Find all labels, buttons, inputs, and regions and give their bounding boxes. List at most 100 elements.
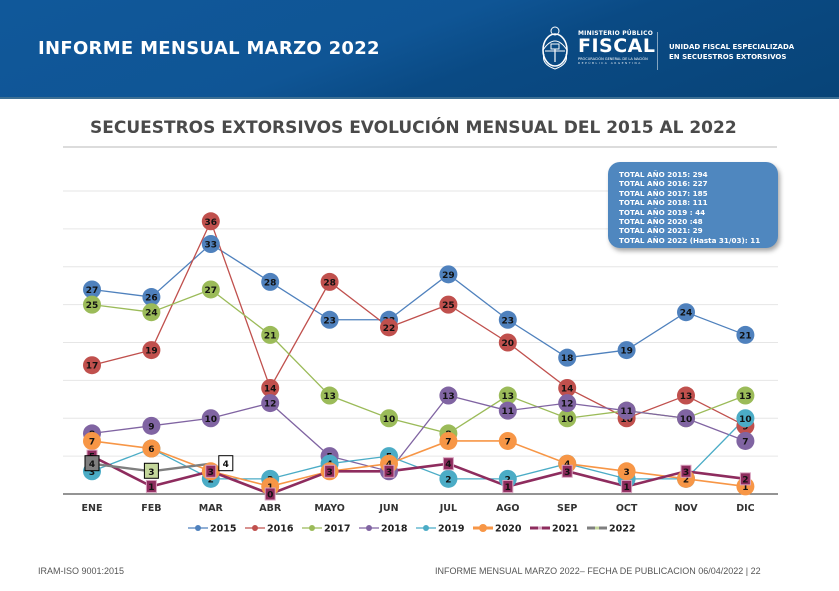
- data-point-2016: [498, 333, 517, 352]
- x-tick-label: OCT: [616, 503, 638, 514]
- data-label-2021: 3: [326, 468, 332, 478]
- series-line-2015: [91, 243, 746, 359]
- data-label-2016: 17: [86, 362, 99, 372]
- data-point-2017: [498, 386, 517, 405]
- data-label-2016: 9: [742, 422, 748, 432]
- data-point-2015: [83, 280, 101, 299]
- total-2019: TOTAL AÑO 2019 : 44: [619, 207, 706, 217]
- x-tick-label: MAYO: [314, 503, 345, 514]
- data-point-2020: [83, 431, 101, 450]
- data-point-2016: [558, 378, 577, 397]
- data-label-2015: 29: [442, 271, 455, 281]
- data-point-2016: [380, 318, 398, 337]
- data-point-2018: [142, 416, 161, 435]
- x-tick-label: MAR: [199, 503, 224, 514]
- total-2020: TOTAL AÑO 2020 :48: [619, 217, 703, 227]
- report-title: INFORME MENSUAL MARZO 2022: [38, 38, 380, 59]
- data-label-2018: 9: [148, 422, 154, 432]
- data-point-2016: [83, 356, 101, 375]
- data-point-2015: [498, 310, 517, 329]
- total-2018: TOTAL AÑO 2018: 111: [619, 198, 708, 208]
- coat-of-arms-icon: [542, 26, 568, 70]
- data-point-2021: [383, 464, 395, 478]
- data-label-2016: 19: [145, 347, 158, 357]
- data-point-2021: [739, 472, 751, 486]
- x-tick-label: SEP: [557, 503, 577, 514]
- data-label-2017: 25: [86, 301, 99, 311]
- data-label-2018: 10: [680, 415, 693, 425]
- x-tick-label: DIC: [736, 503, 754, 514]
- data-point-2018: [498, 401, 517, 420]
- data-point-2021: [205, 464, 217, 478]
- data-point-2017: [83, 295, 101, 314]
- data-label-2017: 10: [561, 415, 574, 425]
- data-point-2022: [143, 462, 159, 479]
- data-label-2016: 36: [205, 218, 218, 228]
- data-point-2017: [201, 280, 220, 299]
- legend-label-2015: 2015: [210, 524, 236, 535]
- data-label-2017: 13: [739, 392, 752, 402]
- data-point-2016: [677, 386, 695, 405]
- data-point-2017: [142, 303, 161, 322]
- series-line-2019: [91, 417, 746, 480]
- legend-marker-2021: [538, 526, 542, 530]
- data-point-2021: [145, 479, 157, 493]
- x-tick-label: ENE: [82, 503, 103, 514]
- logo-ministry: MINISTERIO PÚBLICO: [578, 30, 654, 37]
- data-label-2017: 21: [264, 331, 277, 341]
- data-label-2018: 11: [502, 407, 515, 417]
- data-point-2022: [84, 455, 100, 472]
- data-label-2016: 14: [561, 384, 574, 394]
- x-tick-label: NOV: [674, 503, 698, 514]
- total-2015: TOTAL AÑO 2015: 294: [619, 170, 708, 179]
- data-label-2019: 3: [89, 468, 95, 478]
- yearly-totals-box: TOTAL AÑO 2015: 294 TOTAL AÑO 2016: 227 …: [608, 162, 778, 248]
- data-label-2018: 13: [442, 392, 455, 402]
- data-point-2021: [324, 464, 336, 478]
- data-label-2015: 19: [620, 347, 633, 357]
- data-point-2019: [439, 469, 458, 488]
- data-label-2016: 20: [502, 339, 515, 349]
- legend-label-2022: 2022: [609, 524, 635, 535]
- data-point-2015: [617, 341, 636, 360]
- series-line-2020: [91, 440, 746, 488]
- data-label-2015: 23: [502, 316, 515, 326]
- data-label-2020: 7: [89, 437, 95, 447]
- series-line-2018: [91, 394, 746, 473]
- data-point-2021: [502, 479, 514, 493]
- data-point-2015: [736, 325, 755, 344]
- data-point-2020: [617, 462, 636, 481]
- data-point-2018: [736, 431, 755, 450]
- legend-marker-2018: [366, 525, 372, 531]
- legend-label-2016: 2016: [267, 524, 294, 535]
- data-label-2016: 13: [680, 392, 693, 402]
- unit-name-line2: EN SECUESTROS EXTORSIVOS: [669, 53, 787, 61]
- footer-certification: IRAM-ISO 9001:2015: [38, 566, 125, 576]
- data-point-2021: [621, 479, 633, 493]
- logo-republica: REPÚBLICA ARGENTINA: [578, 61, 642, 65]
- total-2016: TOTAL AÑO 2016: 227: [619, 179, 708, 189]
- x-tick-label: AGO: [496, 503, 519, 514]
- data-label-2020: 7: [445, 437, 451, 447]
- report-header: INFORME MENSUAL MARZO 2022 MINISTERIO PÚ…: [0, 0, 839, 99]
- data-point-2020: [439, 431, 458, 450]
- data-label-2022: 4: [223, 460, 229, 470]
- data-label-2021: 1: [623, 483, 629, 493]
- section-divider: [63, 146, 777, 148]
- data-label-2019: 2: [208, 475, 214, 485]
- data-label-2021: 1: [148, 483, 154, 493]
- data-label-2015: 26: [145, 294, 158, 304]
- data-label-2017: 13: [323, 392, 336, 402]
- data-label-2016: 25: [442, 301, 455, 311]
- data-point-2018: [558, 394, 577, 413]
- data-label-2018: 12: [561, 400, 574, 410]
- data-label-2015: 24: [680, 309, 693, 319]
- data-point-2015: [201, 235, 220, 254]
- unit-name: UNIDAD FISCAL ESPECIALIZADA EN SECUESTRO…: [669, 42, 794, 62]
- data-label-2019: 2: [445, 475, 451, 485]
- data-point-2015: [677, 303, 695, 322]
- data-label-2020: 3: [623, 468, 629, 478]
- data-label-2021: 3: [683, 468, 689, 478]
- data-label-2018: 10: [205, 415, 218, 425]
- data-point-2018: [261, 394, 280, 413]
